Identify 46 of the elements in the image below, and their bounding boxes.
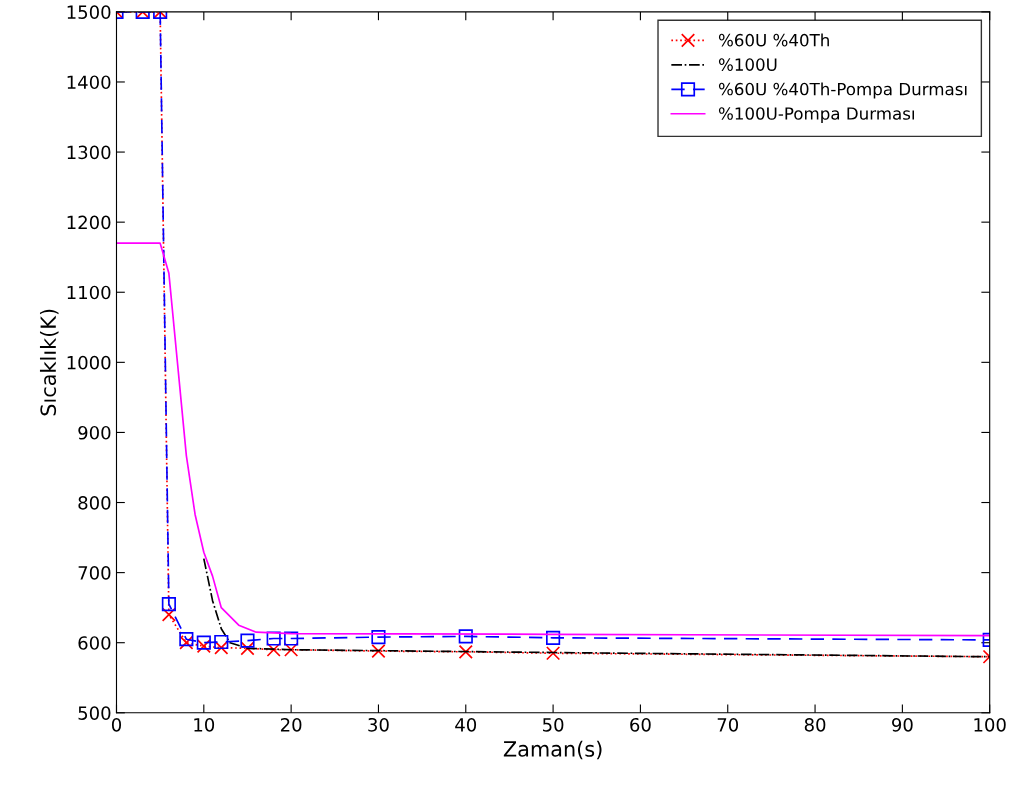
y-tick-label: 500 [78, 706, 111, 720]
x-tick-label: 30 [368, 717, 389, 732]
x-tick-label: 100 [974, 717, 1006, 732]
x-tick-label: 20 [280, 717, 302, 732]
x-tick-label: 40 [455, 717, 477, 732]
point [371, 630, 386, 645]
legend-label: %100U-Pompa Durması [718, 107, 914, 124]
x-tick-label: 10 [194, 717, 215, 732]
y-tick-label: 800 [78, 495, 111, 510]
point [371, 644, 386, 659]
point [196, 639, 211, 654]
y-tick-label: 1100 [67, 285, 111, 300]
point [240, 641, 255, 656]
point [161, 607, 176, 622]
x-tick-label: 80 [804, 717, 826, 732]
point [240, 633, 255, 648]
y-tick-label: 1400 [67, 75, 111, 90]
point [161, 597, 176, 612]
y-tick-label: 1500 [67, 5, 111, 19]
x-tick-label: 70 [717, 717, 739, 732]
x-tick-label: 0 [111, 717, 122, 732]
x-tick-label: 50 [543, 717, 564, 732]
y-tick-label: 600 [78, 636, 111, 650]
y-tick-label: 1300 [67, 145, 111, 160]
point [546, 630, 561, 645]
point [214, 640, 229, 655]
y-tick-label: 900 [78, 425, 111, 440]
point [546, 646, 561, 661]
point [284, 631, 299, 646]
legend-label: %60U %40Th-Pompa Durması [718, 82, 967, 99]
point [284, 642, 299, 657]
y-tick-label: 1000 [67, 355, 111, 370]
point [196, 635, 211, 650]
legend-label: %60U %40Th [718, 33, 829, 47]
point [214, 634, 229, 650]
x-tick-label: 90 [892, 717, 913, 732]
legend-label: %100U [718, 58, 777, 71]
x-tick-label: 60 [630, 717, 651, 732]
point [266, 631, 281, 646]
x-axis-title: Zaman(s) [503, 740, 602, 760]
point [458, 644, 473, 659]
y-tick-label: 1200 [67, 215, 111, 230]
y-tick-label: 700 [78, 566, 111, 580]
y-axis-title: Sıcaklık(K) [39, 309, 59, 416]
point [266, 642, 281, 657]
point [458, 629, 473, 644]
